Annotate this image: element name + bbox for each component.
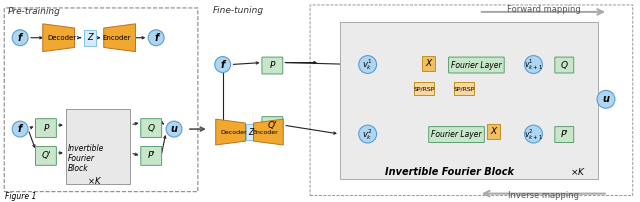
FancyBboxPatch shape [449, 57, 504, 73]
FancyBboxPatch shape [35, 146, 56, 165]
FancyBboxPatch shape [262, 117, 283, 134]
Text: $v^2_k$: $v^2_k$ [362, 127, 373, 141]
FancyBboxPatch shape [35, 119, 56, 138]
Text: Q: Q [561, 61, 568, 69]
Text: Invertible Fourier Block: Invertible Fourier Block [385, 167, 513, 177]
Text: $\times K$: $\times K$ [570, 166, 586, 177]
Circle shape [166, 121, 182, 137]
FancyBboxPatch shape [555, 57, 573, 73]
Polygon shape [253, 119, 284, 145]
Circle shape [525, 125, 543, 143]
Text: P: P [269, 61, 275, 70]
Circle shape [148, 30, 164, 46]
Text: X: X [490, 127, 497, 136]
Text: SP/RSP: SP/RSP [453, 86, 475, 91]
Text: $v^1_{k+1}$: $v^1_{k+1}$ [524, 57, 543, 72]
Text: P': P' [561, 130, 568, 139]
FancyBboxPatch shape [429, 127, 484, 142]
Text: $v^1_k$: $v^1_k$ [362, 57, 373, 72]
Circle shape [359, 125, 376, 143]
Circle shape [12, 121, 28, 137]
Circle shape [359, 56, 376, 74]
Text: $\times K$: $\times K$ [87, 175, 102, 186]
Text: $v^2_{k+1}$: $v^2_{k+1}$ [524, 127, 543, 141]
Text: Pre-training: Pre-training [8, 7, 61, 16]
Text: f: f [221, 60, 225, 69]
Text: Fourier Layer: Fourier Layer [451, 61, 502, 69]
Text: Figure 1: Figure 1 [5, 192, 36, 201]
Bar [414, 82, 434, 95]
Bar [422, 56, 435, 70]
Polygon shape [216, 119, 246, 145]
Text: Fine-tuning: Fine-tuning [212, 6, 264, 15]
Text: Forward mapping: Forward mapping [506, 5, 580, 14]
Circle shape [215, 57, 230, 73]
Bar [340, 22, 598, 179]
Text: Q': Q' [268, 121, 277, 130]
Bar [66, 109, 131, 184]
Text: P': P' [147, 151, 155, 160]
Text: f: f [154, 33, 158, 43]
Bar [454, 82, 474, 95]
Polygon shape [104, 24, 136, 52]
Polygon shape [43, 24, 74, 52]
Text: Fourier Layer: Fourier Layer [431, 130, 482, 139]
Circle shape [525, 56, 543, 74]
Bar [84, 30, 95, 46]
Text: Block: Block [68, 164, 88, 173]
Text: Q': Q' [41, 151, 51, 160]
FancyBboxPatch shape [555, 127, 573, 142]
FancyBboxPatch shape [262, 57, 283, 74]
FancyBboxPatch shape [141, 146, 162, 165]
Text: Inverse mapping: Inverse mapping [508, 191, 579, 200]
Text: Fourier: Fourier [68, 154, 95, 163]
Text: Z: Z [87, 33, 93, 42]
Text: Encoder: Encoder [102, 35, 131, 41]
Bar [246, 124, 257, 140]
Text: Z: Z [248, 128, 253, 137]
Text: SP/RSP: SP/RSP [413, 86, 435, 91]
Text: X: X [426, 59, 432, 67]
Text: f: f [18, 124, 22, 134]
Bar [487, 124, 500, 139]
Text: Decoder: Decoder [220, 129, 247, 135]
Text: Encoder: Encoder [253, 129, 278, 135]
Circle shape [597, 90, 615, 108]
Text: Invertible: Invertible [68, 144, 104, 154]
FancyBboxPatch shape [141, 119, 162, 138]
Text: Q: Q [148, 124, 155, 133]
Text: Decoder: Decoder [47, 35, 76, 41]
Text: f: f [18, 33, 22, 43]
Text: u: u [170, 124, 177, 134]
Circle shape [12, 30, 28, 46]
Text: P: P [44, 124, 49, 133]
Text: u: u [602, 94, 609, 104]
